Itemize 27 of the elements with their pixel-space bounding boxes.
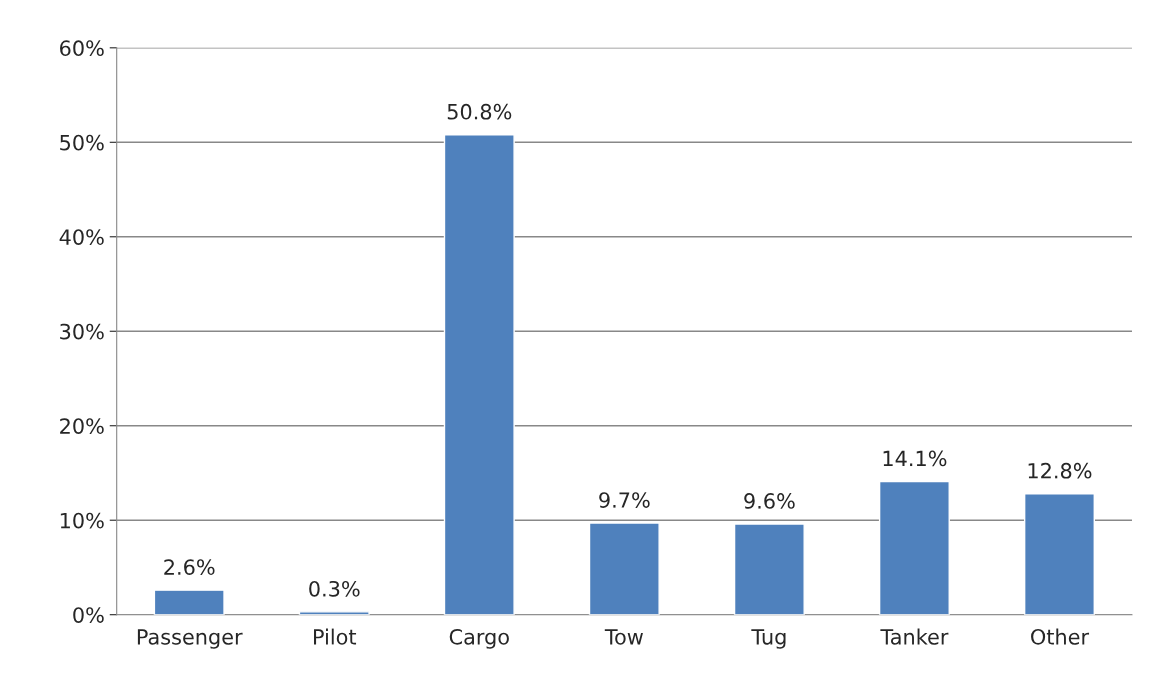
data-label: 50.8% — [447, 103, 512, 120]
x-tick-label: Other — [1031, 628, 1090, 645]
y-tick-label: 10% — [60, 512, 104, 529]
x-tick-label: Passenger — [137, 629, 243, 649]
bar — [588, 522, 660, 615]
data-label: 9.6% — [744, 493, 795, 509]
data-label: 2.6% — [164, 559, 215, 575]
data-label: 0.3% — [309, 580, 360, 597]
x-tick-label: Pilot — [314, 628, 357, 645]
data-label: 12.8% — [1028, 462, 1092, 479]
data-label: 9.7% — [599, 492, 650, 508]
x-tick-label: Tow — [604, 629, 643, 645]
y-tick-label: 30% — [60, 323, 104, 340]
data-label: 14.1% — [883, 450, 947, 467]
bar — [153, 589, 225, 615]
bar — [1023, 493, 1095, 615]
x-tick-label: Cargo — [449, 628, 509, 649]
y-tick-label: 50% — [60, 134, 104, 151]
bar — [733, 523, 805, 615]
y-tick-label: 60% — [60, 40, 104, 57]
bar — [878, 480, 950, 615]
bar — [443, 134, 515, 615]
y-tick-label: 40% — [59, 229, 104, 245]
y-tick-label: 20% — [60, 418, 104, 434]
x-tick-label: Tug — [751, 629, 786, 649]
y-tick-label: 0% — [73, 607, 104, 623]
x-tick-label: Tanker — [880, 628, 949, 645]
